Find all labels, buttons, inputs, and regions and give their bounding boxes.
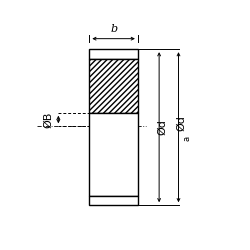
Text: a: a [182, 136, 191, 141]
Bar [90, 59, 138, 113]
Bar [90, 113, 138, 196]
Bar [90, 196, 138, 205]
Text: b: b [110, 24, 117, 34]
Text: ØB: ØB [44, 111, 54, 128]
Text: Ød: Ød [157, 119, 167, 135]
Bar [90, 49, 138, 59]
Text: Ød: Ød [176, 116, 186, 131]
